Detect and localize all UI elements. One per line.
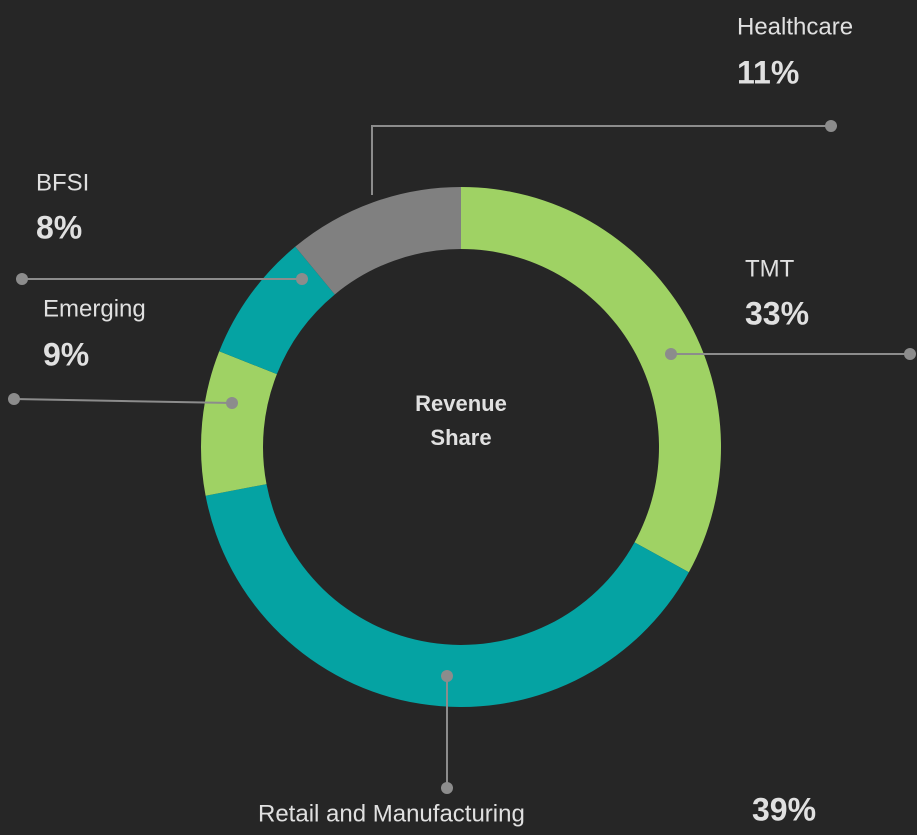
- slice-name: Emerging: [43, 295, 146, 322]
- leader-dot: [825, 120, 837, 132]
- slice-value-label: 8%: [36, 209, 82, 245]
- donut-slice: [205, 484, 689, 707]
- leader-dot: [441, 670, 453, 682]
- leader-dot: [16, 273, 28, 285]
- donut-slice: [461, 187, 721, 573]
- slice-value-label: 33%: [745, 295, 809, 331]
- slice-value-label: 39%: [752, 791, 816, 827]
- leader-dot: [665, 348, 677, 360]
- leader-dot: [226, 397, 238, 409]
- slice-name: TMT: [745, 255, 795, 282]
- leader-dot: [8, 393, 20, 405]
- slice-name: Retail and Manufacturing: [258, 800, 525, 827]
- leader-dot: [296, 273, 308, 285]
- leader-dot: [441, 782, 453, 794]
- slice-name: BFSI: [36, 169, 89, 196]
- leader-line: [371, 125, 831, 195]
- slice-value-label: 9%: [43, 336, 89, 372]
- slice-value-label: 11%: [737, 54, 799, 90]
- donut-slice: [201, 351, 277, 496]
- leader-dot: [904, 348, 916, 360]
- donut-slice: [295, 187, 461, 295]
- center-label: Revenue Share: [415, 391, 507, 450]
- slice-name: Healthcare: [737, 13, 853, 40]
- leader-line: [13, 398, 233, 404]
